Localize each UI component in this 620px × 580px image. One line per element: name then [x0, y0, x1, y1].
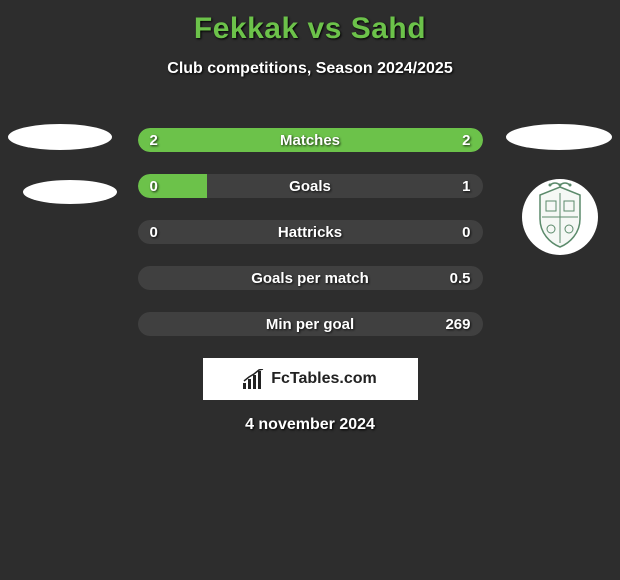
stat-label: Goals	[289, 178, 331, 195]
date-label: 4 november 2024	[0, 416, 620, 434]
stat-row: 2 Matches 2	[138, 128, 483, 152]
club-crest-icon	[522, 179, 598, 255]
brand-box: FcTables.com	[203, 358, 418, 400]
stat-fill-left	[138, 174, 207, 198]
stat-row: 0 Goals 1	[138, 174, 483, 198]
stat-label: Hattricks	[278, 224, 342, 241]
player-left-placeholder-1	[8, 124, 112, 150]
stat-row: Min per goal 269	[138, 312, 483, 336]
stat-value-right: 2	[462, 132, 470, 149]
player-left-placeholder-2	[23, 180, 117, 204]
subtitle: Club competitions, Season 2024/2025	[0, 60, 620, 78]
page-title: Fekkak vs Sahd	[0, 0, 620, 46]
stat-value-right: 269	[445, 316, 470, 333]
stat-value-left: 0	[150, 178, 158, 195]
stat-row: 0 Hattricks 0	[138, 220, 483, 244]
stat-value-left: 2	[150, 132, 158, 149]
stat-row: Goals per match 0.5	[138, 266, 483, 290]
stat-value-right: 0	[462, 224, 470, 241]
player-right-placeholder	[506, 124, 612, 150]
stat-label: Matches	[280, 132, 340, 149]
brand-label: FcTables.com	[271, 370, 377, 388]
chart-icon	[243, 369, 265, 389]
stat-label: Goals per match	[251, 270, 369, 287]
stat-value-right: 1	[462, 178, 470, 195]
stat-value-right: 0.5	[450, 270, 471, 287]
stat-value-left: 0	[150, 224, 158, 241]
stat-label: Min per goal	[266, 316, 354, 333]
